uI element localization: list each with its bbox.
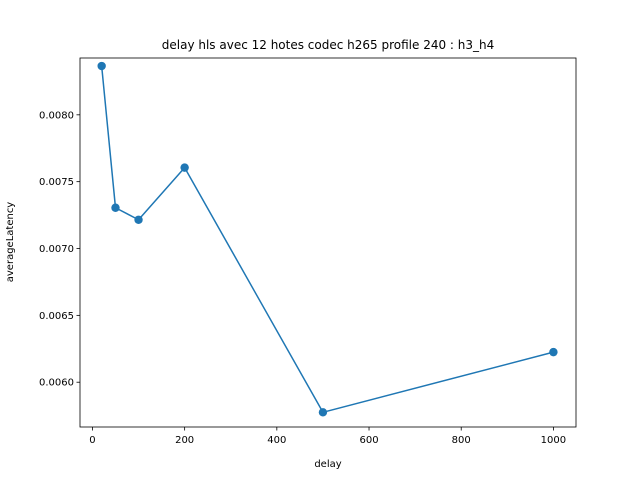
chart-title: delay hls avec 12 hotes codec h265 profi… — [162, 38, 495, 52]
x-tick-label: 800 — [452, 435, 471, 446]
y-tick-label: 0.0060 — [39, 378, 74, 389]
y-tick-label: 0.0070 — [39, 244, 74, 255]
y-tick-label: 0.0075 — [39, 177, 74, 188]
plot-frame — [79, 57, 577, 428]
data-point — [134, 215, 143, 224]
x-axis-label: delay — [314, 459, 341, 470]
x-tick-label: 600 — [359, 435, 378, 446]
plot-area: 0 200 400 600 800 1000 0.0060 0.0065 0.0070 0.007… — [39, 57, 577, 446]
data-point — [111, 203, 120, 212]
data-point — [549, 347, 558, 357]
y-tick-label: 0.0080 — [39, 110, 74, 121]
y-tick-label: 0.0065 — [39, 311, 74, 322]
x-tick-label: 1000 — [541, 435, 566, 446]
data-point — [97, 61, 106, 71]
x-tick-label: 200 — [175, 435, 194, 446]
data-point — [180, 163, 189, 172]
y-axis-label: averageLatency — [5, 202, 16, 283]
x-tick-label: 0 — [89, 435, 95, 446]
data-point — [318, 408, 328, 417]
x-tick-label: 400 — [267, 435, 286, 446]
series-line — [100, 65, 554, 414]
